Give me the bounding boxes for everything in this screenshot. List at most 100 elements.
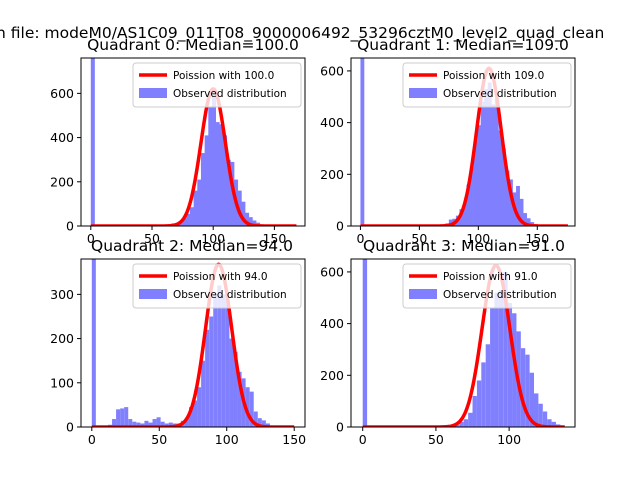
panel-title: Quadrant 2: Median=94.0 [91,237,293,255]
hist-bar [120,408,125,427]
hist-bar [477,125,482,226]
hist-bar [534,393,539,427]
legend-hist-swatch [139,88,167,98]
hist-bar [481,362,486,427]
hist-bar [494,99,499,226]
hist-bar [152,419,157,427]
hist-bar [156,417,161,427]
y-tick-label: 400 [320,316,344,331]
hist-bar [222,135,228,226]
y-tick-label: 0 [336,420,344,435]
hist-bar [205,329,210,427]
x-tick-label: 150 [262,231,286,246]
legend: Poission with 100.0 Observed distributio… [132,62,302,108]
hist-bar [91,259,96,427]
legend-box [402,263,572,309]
y-tick-label: 600 [320,63,344,78]
hist-bar [249,391,254,427]
hist-bar [459,421,464,427]
hist-bar [463,202,467,226]
hist-bar [485,344,491,427]
legend: Poission with 91.0 Observed distribution [402,263,572,309]
y-tick-label: 200 [320,167,344,182]
hist-bar [124,407,129,427]
legend-box [132,62,302,108]
hist-bar [487,82,492,226]
hist-bar [211,91,217,226]
y-tick-label: 300 [50,287,74,302]
hist-bar [112,419,117,427]
hist-bar [136,422,141,427]
hist-bar [226,159,231,226]
hist-bar [168,422,173,427]
hist-bar [128,419,133,427]
hist-bar [507,302,513,427]
histogram-bars [360,58,538,226]
x-tick-label: 100 [201,231,225,246]
poisson-fit [90,262,296,427]
hist-bar [473,140,478,226]
x-tick-label: 0 [359,432,367,447]
hist-bar [551,421,556,427]
x-tick-label: 50 [151,432,167,447]
hist-bar [526,218,531,226]
hist-bar [491,104,496,226]
legend-fit-label: Poission with 94.0 [173,271,268,283]
hist-bar [505,170,510,226]
legend-hist-swatch [409,289,437,299]
x-tick-label: 150 [525,231,549,246]
hist-bar [508,179,513,226]
hist-bar [197,179,202,226]
hist-bar [484,89,489,226]
hist-bar [472,395,477,427]
hist-bar [362,259,368,427]
axes: 0 50 100 150 0 200 400 600 [50,57,306,246]
legend-fit-label: Poission with 100.0 [173,70,274,82]
hist-bar [248,217,253,226]
legend-box [402,62,572,108]
legend-box [132,263,302,309]
hist-bar [468,412,473,427]
hist-bar [208,106,213,226]
hist-bar [448,219,453,226]
hist-bar [454,424,460,427]
axes-frame [80,57,306,227]
hist-bar [221,294,226,427]
poisson-fit [89,87,298,226]
x-tick-label: 100 [466,231,490,246]
poisson-fit [361,263,566,427]
hist-bar [516,185,520,226]
hist-bar [501,148,506,226]
y-tick-label: 200 [50,331,74,346]
hist-bar [245,387,250,427]
hist-bar [132,421,137,427]
hist-bar [241,201,246,226]
hist-bar [480,101,485,226]
hist-bar [193,190,198,226]
hist-bar [209,316,214,427]
hist-bar [215,122,220,226]
hist-bar [252,220,257,226]
panel-quadrant-0: Quadrant 0: Median=100.0 0 50 100 150 0 200 40… [50,36,306,246]
hist-bar [197,387,202,427]
x-tick-label: 50 [144,231,160,246]
legend-hist-swatch [409,88,437,98]
hist-bar [466,184,471,226]
hist-bar [459,209,464,226]
axes-frame [350,57,576,227]
hist-bar [503,271,508,427]
axes: 0 50 100 150 0 100 200 300 [50,258,306,447]
hist-bar [547,419,552,427]
hist-bar [237,371,242,427]
x-tick-label: 50 [428,432,444,447]
hist-bar [116,409,121,427]
hist-bar [140,423,145,427]
legend-hist-label: Observed distribution [443,88,557,100]
hist-bar [519,198,524,226]
panel-title: Quadrant 0: Median=100.0 [87,36,299,54]
hist-bar [494,292,499,427]
panel-title: Quadrant 3: Median=91.0 [363,237,565,255]
poisson-fit-line [90,262,296,427]
y-tick-label: 600 [50,86,74,101]
y-tick-label: 0 [336,219,344,234]
